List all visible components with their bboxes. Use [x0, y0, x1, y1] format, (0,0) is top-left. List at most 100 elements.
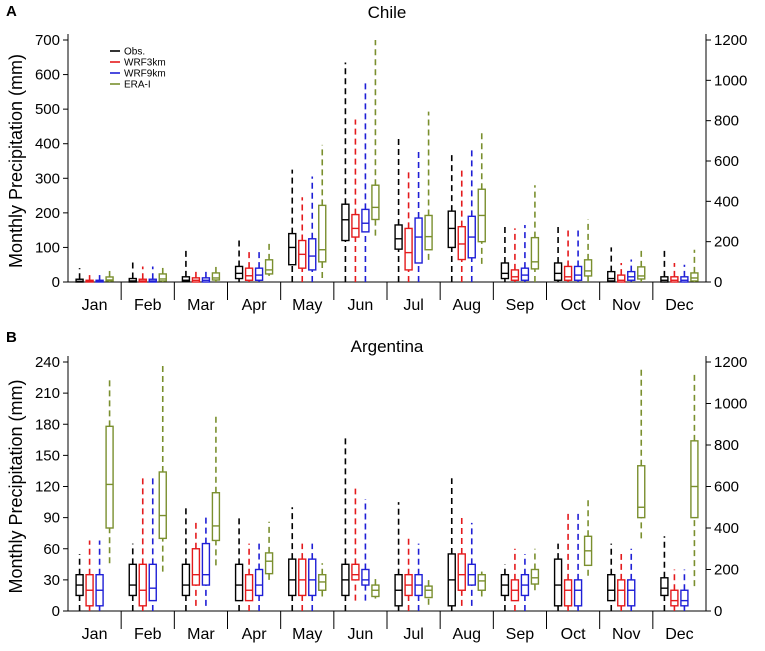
- box-era: [264, 241, 274, 276]
- iqr-box: [351, 213, 360, 238]
- box-era: [371, 40, 380, 236]
- box-wrf9: [573, 226, 583, 282]
- y-tick-label: 500: [35, 101, 60, 118]
- box-obs: [607, 543, 616, 611]
- box-wrf3: [510, 228, 520, 282]
- month-label: Aug: [453, 297, 481, 314]
- month-label: Oct: [561, 626, 586, 643]
- box-wrf3: [563, 512, 573, 611]
- box-era: [318, 563, 327, 597]
- month-label: May: [292, 297, 322, 314]
- box-wrf9: [414, 543, 423, 611]
- iqr-box: [308, 558, 317, 597]
- iqr-box: [617, 579, 626, 607]
- iqr-box: [244, 573, 254, 602]
- y-tick-label: 300: [35, 170, 60, 187]
- box-wrf3: [457, 169, 466, 282]
- box-era: [318, 144, 327, 278]
- y-tick-label: 0: [52, 603, 60, 620]
- box-era: [530, 185, 540, 282]
- iqr-box: [573, 579, 583, 607]
- iqr-box: [457, 553, 466, 591]
- iqr-box: [158, 273, 167, 282]
- iqr-box: [670, 589, 679, 607]
- y2-tick-label: 0: [714, 274, 722, 291]
- legend-label: ERA-I: [124, 80, 151, 91]
- y2-tick-label: 1200: [714, 32, 747, 49]
- box-wrf9: [254, 249, 264, 282]
- iqr-box: [341, 203, 350, 242]
- panel-letter: B: [6, 329, 17, 346]
- iqr-box: [371, 184, 380, 221]
- box-obs: [234, 237, 244, 282]
- box-wrf3: [298, 543, 307, 611]
- iqr-box: [211, 492, 221, 542]
- box-era: [158, 362, 167, 572]
- box-era: [158, 265, 167, 282]
- iqr-box: [138, 563, 147, 607]
- box-wrf9: [95, 275, 104, 283]
- box-era: [637, 368, 646, 539]
- box-wrf3: [244, 250, 254, 282]
- y2-tick-label: 400: [714, 520, 739, 537]
- iqr-box: [457, 225, 466, 261]
- box-obs: [447, 478, 456, 611]
- box-wrf3: [617, 262, 626, 283]
- box-era: [583, 219, 593, 282]
- month-label: Aug: [453, 626, 481, 643]
- box-wrf3: [404, 538, 413, 611]
- box-wrf3: [617, 553, 626, 611]
- y-tick-label: 600: [35, 67, 60, 84]
- box-wrf3: [404, 171, 413, 282]
- box-obs: [553, 223, 563, 282]
- box-wrf9: [201, 268, 211, 283]
- y-tick-label: 700: [35, 32, 60, 49]
- box-obs: [341, 62, 350, 282]
- iqr-box: [573, 265, 583, 281]
- box-wrf3: [191, 269, 201, 283]
- month-label: Jun: [348, 626, 374, 643]
- month-label: Nov: [612, 297, 640, 314]
- month-label: Feb: [134, 297, 162, 314]
- box-wrf9: [467, 148, 476, 282]
- iqr-box: [424, 585, 433, 599]
- box-wrf9: [627, 259, 636, 282]
- iqr-box: [447, 210, 456, 249]
- iqr-box: [264, 259, 274, 275]
- month-label: Sep: [506, 626, 535, 643]
- box-wrf3: [138, 478, 147, 611]
- iqr-box: [148, 563, 157, 602]
- y2-tick-label: 1000: [714, 72, 747, 89]
- box-wrf3: [670, 569, 679, 611]
- y2-tick-label: 800: [714, 437, 739, 454]
- iqr-box: [414, 217, 423, 264]
- iqr-box: [351, 563, 360, 581]
- month-label: Feb: [134, 626, 162, 643]
- iqr-box: [181, 563, 191, 597]
- box-obs: [607, 247, 616, 282]
- box-obs: [75, 268, 84, 283]
- iqr-box: [404, 227, 413, 271]
- y2-tick-label: 800: [714, 113, 739, 130]
- month-label: Sep: [506, 297, 535, 314]
- iqr-box: [530, 568, 540, 585]
- month-label: Jun: [348, 297, 374, 314]
- month-label: May: [292, 626, 322, 643]
- month-label: Apr: [242, 626, 268, 643]
- month-label: Oct: [561, 297, 586, 314]
- box-obs: [553, 543, 563, 611]
- box-wrf3: [670, 262, 679, 283]
- panel-letter: A: [6, 3, 17, 20]
- month-label: Nov: [612, 626, 640, 643]
- box-wrf3: [298, 197, 307, 282]
- box-obs: [234, 517, 244, 611]
- box-wrf9: [95, 540, 104, 611]
- month-label: Mar: [187, 626, 215, 643]
- y-axis-label: Monthly Precipitation (mm): [6, 379, 26, 593]
- iqr-box: [181, 276, 191, 283]
- box-wrf3: [85, 540, 94, 611]
- iqr-box: [627, 270, 636, 281]
- y-axis-label: Monthly Precipitation (mm): [6, 54, 26, 268]
